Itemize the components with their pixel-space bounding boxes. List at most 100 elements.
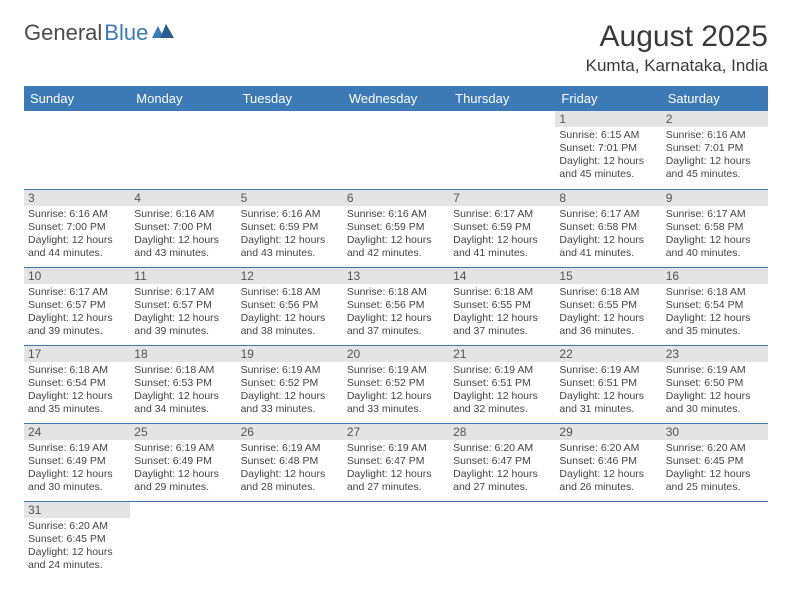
day-details: Sunrise: 6:18 AMSunset: 6:55 PMDaylight:… [449,284,555,339]
calendar-cell: 7Sunrise: 6:17 AMSunset: 6:59 PMDaylight… [449,189,555,267]
day-number: 29 [555,424,661,440]
flag-icon [152,20,174,46]
calendar-cell: 27Sunrise: 6:19 AMSunset: 6:47 PMDayligh… [343,423,449,501]
day-number: 5 [237,190,343,206]
calendar-week-row: 24Sunrise: 6:19 AMSunset: 6:49 PMDayligh… [24,423,768,501]
day-details: Sunrise: 6:19 AMSunset: 6:52 PMDaylight:… [343,362,449,417]
day-number: 20 [343,346,449,362]
calendar-cell: 19Sunrise: 6:19 AMSunset: 6:52 PMDayligh… [237,345,343,423]
day-number: 11 [130,268,236,284]
weekday-header: Friday [555,86,661,111]
day-number: 22 [555,346,661,362]
weekday-header: Saturday [662,86,768,111]
title-block: August 2025 Kumta, Karnataka, India [586,20,768,76]
calendar-cell [449,501,555,579]
day-details: Sunrise: 6:19 AMSunset: 6:49 PMDaylight:… [24,440,130,495]
day-number: 31 [24,502,130,518]
calendar-cell: 21Sunrise: 6:19 AMSunset: 6:51 PMDayligh… [449,345,555,423]
day-details: Sunrise: 6:18 AMSunset: 6:56 PMDaylight:… [343,284,449,339]
day-details: Sunrise: 6:19 AMSunset: 6:51 PMDaylight:… [555,362,661,417]
day-details: Sunrise: 6:19 AMSunset: 6:50 PMDaylight:… [662,362,768,417]
calendar-cell: 16Sunrise: 6:18 AMSunset: 6:54 PMDayligh… [662,267,768,345]
day-number: 24 [24,424,130,440]
logo: GeneralBlue [24,20,174,46]
calendar-cell: 22Sunrise: 6:19 AMSunset: 6:51 PMDayligh… [555,345,661,423]
weekday-header: Tuesday [237,86,343,111]
calendar-cell [130,111,236,189]
day-details: Sunrise: 6:18 AMSunset: 6:54 PMDaylight:… [24,362,130,417]
day-number: 19 [237,346,343,362]
day-details: Sunrise: 6:16 AMSunset: 7:00 PMDaylight:… [24,206,130,261]
calendar-cell: 15Sunrise: 6:18 AMSunset: 6:55 PMDayligh… [555,267,661,345]
day-number: 6 [343,190,449,206]
day-details: Sunrise: 6:19 AMSunset: 6:47 PMDaylight:… [343,440,449,495]
month-title: August 2025 [586,20,768,54]
day-number: 17 [24,346,130,362]
header: GeneralBlue August 2025 Kumta, Karnataka… [24,20,768,76]
day-details: Sunrise: 6:20 AMSunset: 6:46 PMDaylight:… [555,440,661,495]
day-number: 2 [662,111,768,127]
day-details: Sunrise: 6:18 AMSunset: 6:54 PMDaylight:… [662,284,768,339]
calendar-cell: 3Sunrise: 6:16 AMSunset: 7:00 PMDaylight… [24,189,130,267]
calendar-cell: 1Sunrise: 6:15 AMSunset: 7:01 PMDaylight… [555,111,661,189]
calendar-cell [24,111,130,189]
calendar-week-row: 17Sunrise: 6:18 AMSunset: 6:54 PMDayligh… [24,345,768,423]
day-number: 30 [662,424,768,440]
day-number: 14 [449,268,555,284]
day-details: Sunrise: 6:18 AMSunset: 6:56 PMDaylight:… [237,284,343,339]
day-details: Sunrise: 6:16 AMSunset: 6:59 PMDaylight:… [237,206,343,261]
calendar-header-row: SundayMondayTuesdayWednesdayThursdayFrid… [24,86,768,111]
calendar-cell: 24Sunrise: 6:19 AMSunset: 6:49 PMDayligh… [24,423,130,501]
calendar-cell [662,501,768,579]
day-details: Sunrise: 6:19 AMSunset: 6:49 PMDaylight:… [130,440,236,495]
calendar-cell: 26Sunrise: 6:19 AMSunset: 6:48 PMDayligh… [237,423,343,501]
day-number: 21 [449,346,555,362]
location: Kumta, Karnataka, India [586,56,768,76]
calendar-cell [555,501,661,579]
calendar-cell [237,501,343,579]
day-number: 26 [237,424,343,440]
day-number: 12 [237,268,343,284]
calendar-cell [449,111,555,189]
calendar-cell: 28Sunrise: 6:20 AMSunset: 6:47 PMDayligh… [449,423,555,501]
day-number: 25 [130,424,236,440]
day-number: 27 [343,424,449,440]
calendar-week-row: 31Sunrise: 6:20 AMSunset: 6:45 PMDayligh… [24,501,768,579]
calendar-cell: 23Sunrise: 6:19 AMSunset: 6:50 PMDayligh… [662,345,768,423]
day-details: Sunrise: 6:17 AMSunset: 6:57 PMDaylight:… [24,284,130,339]
day-number: 9 [662,190,768,206]
calendar-cell: 9Sunrise: 6:17 AMSunset: 6:58 PMDaylight… [662,189,768,267]
day-number: 8 [555,190,661,206]
day-details: Sunrise: 6:17 AMSunset: 6:59 PMDaylight:… [449,206,555,261]
day-details: Sunrise: 6:17 AMSunset: 6:57 PMDaylight:… [130,284,236,339]
day-details: Sunrise: 6:16 AMSunset: 6:59 PMDaylight:… [343,206,449,261]
calendar-cell: 2Sunrise: 6:16 AMSunset: 7:01 PMDaylight… [662,111,768,189]
calendar-cell: 11Sunrise: 6:17 AMSunset: 6:57 PMDayligh… [130,267,236,345]
day-number: 28 [449,424,555,440]
calendar-cell [343,501,449,579]
calendar-week-row: 3Sunrise: 6:16 AMSunset: 7:00 PMDaylight… [24,189,768,267]
calendar-cell: 20Sunrise: 6:19 AMSunset: 6:52 PMDayligh… [343,345,449,423]
calendar-cell: 13Sunrise: 6:18 AMSunset: 6:56 PMDayligh… [343,267,449,345]
day-number: 18 [130,346,236,362]
calendar-week-row: 1Sunrise: 6:15 AMSunset: 7:01 PMDaylight… [24,111,768,189]
day-details: Sunrise: 6:19 AMSunset: 6:51 PMDaylight:… [449,362,555,417]
day-details: Sunrise: 6:16 AMSunset: 7:00 PMDaylight:… [130,206,236,261]
day-details: Sunrise: 6:17 AMSunset: 6:58 PMDaylight:… [555,206,661,261]
calendar-cell: 29Sunrise: 6:20 AMSunset: 6:46 PMDayligh… [555,423,661,501]
day-details: Sunrise: 6:17 AMSunset: 6:58 PMDaylight:… [662,206,768,261]
logo-text-blue: Blue [104,20,148,46]
day-details: Sunrise: 6:18 AMSunset: 6:55 PMDaylight:… [555,284,661,339]
day-number: 7 [449,190,555,206]
calendar-cell [237,111,343,189]
day-details: Sunrise: 6:15 AMSunset: 7:01 PMDaylight:… [555,127,661,182]
calendar-cell: 4Sunrise: 6:16 AMSunset: 7:00 PMDaylight… [130,189,236,267]
calendar-cell: 12Sunrise: 6:18 AMSunset: 6:56 PMDayligh… [237,267,343,345]
calendar-cell: 18Sunrise: 6:18 AMSunset: 6:53 PMDayligh… [130,345,236,423]
day-number: 15 [555,268,661,284]
calendar-cell: 17Sunrise: 6:18 AMSunset: 6:54 PMDayligh… [24,345,130,423]
weekday-header: Sunday [24,86,130,111]
calendar-cell: 5Sunrise: 6:16 AMSunset: 6:59 PMDaylight… [237,189,343,267]
day-details: Sunrise: 6:18 AMSunset: 6:53 PMDaylight:… [130,362,236,417]
day-details: Sunrise: 6:19 AMSunset: 6:48 PMDaylight:… [237,440,343,495]
